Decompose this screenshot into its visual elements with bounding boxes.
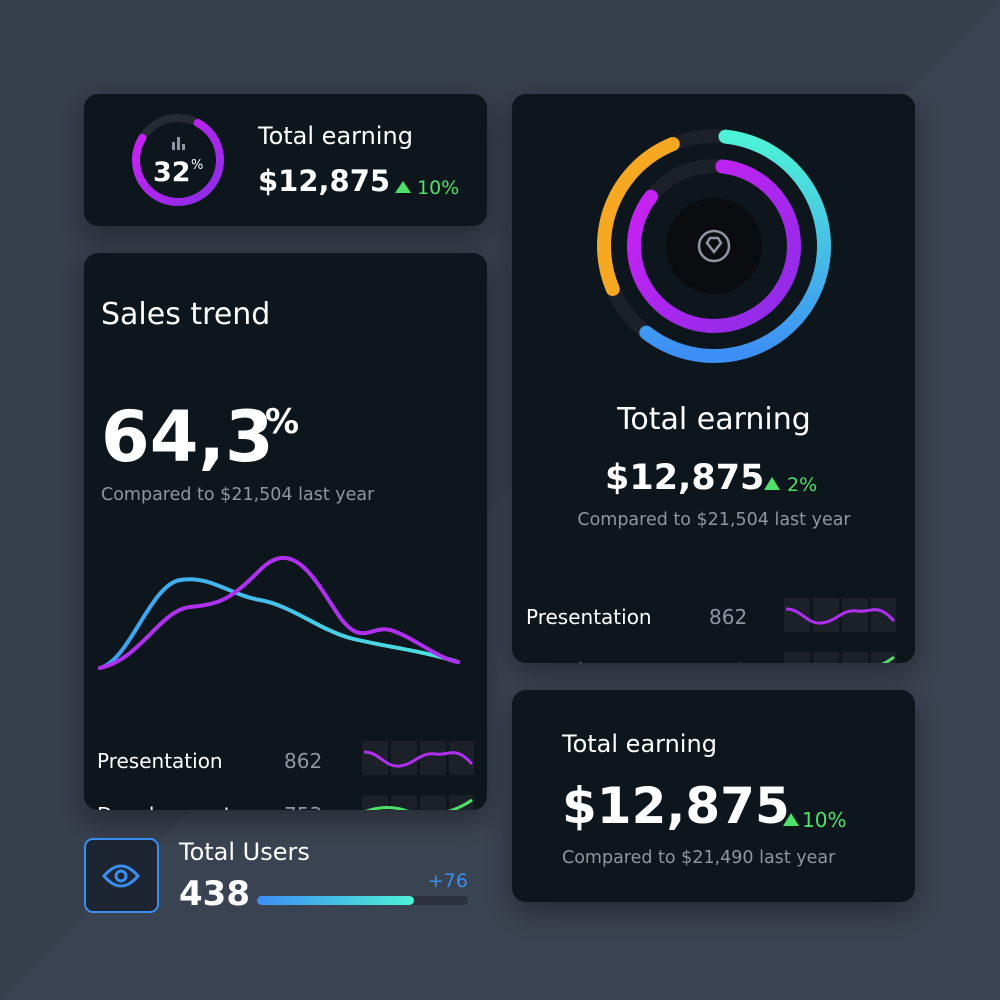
card-title: Total earning [561,730,717,758]
bars-icon [172,137,185,150]
comparison: Compared to $21,490 last year [562,848,836,868]
sparkline [362,741,474,775]
row-value: 753 [709,659,747,683]
change: 10% [802,808,846,832]
ring-arc [639,129,831,363]
up-arrow [395,181,411,193]
card-sales-trend: Sales trend 64,3 % Compared to $21,504 l… [84,253,487,827]
card-ring: 32 % Total earning $12,875 10% [84,94,487,226]
change: 2% [787,474,817,496]
trend-value: 64,3 [101,396,274,478]
card-earning-large: Total earning $12,875 10% Compared to $2… [512,690,915,902]
ring-arc [627,159,801,333]
amount: $12,875 [258,164,390,198]
ring-percent-unit: % [191,158,203,173]
ring-arc [597,137,680,296]
sparkline [784,652,896,663]
change: 10% [417,177,459,199]
card-title: Sales trend [101,297,270,332]
comparison: Compared to $21,504 last year [101,485,375,505]
progress-fill [257,896,414,905]
gem-icon [697,229,731,263]
row-label: Presentation [526,605,652,629]
row-label: Development [526,659,661,683]
comparison: Compared to $21,504 last year [577,510,851,530]
icon-box [84,838,159,913]
users-widget: Total Users 438 +76 [84,838,468,914]
card [512,690,915,902]
up-arrow [783,813,799,826]
users-value: 438 [179,874,250,914]
sparkline [784,598,896,632]
card-title: Total earning [616,402,811,437]
card-earning-rings: Total earning $12,875 2% Compared to $21… [512,94,915,683]
amount: $12,875 [605,458,764,498]
trend-line [98,577,460,670]
trend-unit: % [265,402,299,442]
sparkline [362,795,474,810]
up-arrow [764,477,780,490]
users-title: Total Users [178,838,310,866]
ring-percent: 32 [153,157,191,188]
users-change: +76 [428,870,468,892]
card-title: Total earning [257,122,413,150]
eye-icon [102,864,140,888]
card [512,94,915,663]
card [84,253,487,810]
row-value: 862 [284,749,322,773]
row-value: 862 [709,605,747,629]
ring-arc [132,118,224,206]
row-label: Presentation [97,749,223,773]
amount: $12,875 [562,777,790,835]
card [84,94,487,226]
row-value: 753 [284,803,322,827]
trend-line [98,555,460,670]
row-label: Development [97,803,232,827]
ring-center [666,198,762,294]
